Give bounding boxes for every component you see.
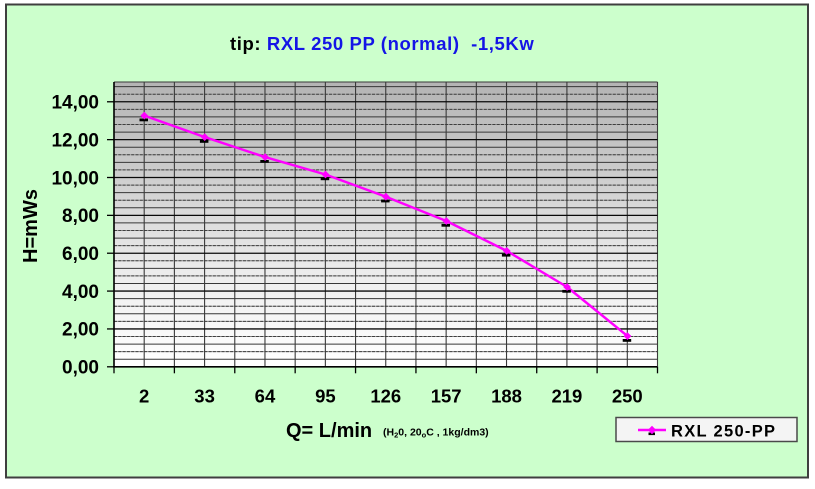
svg-text:250: 250	[612, 386, 643, 407]
svg-text:RXL 250-PP: RXL 250-PP	[671, 423, 776, 441]
svg-text:95: 95	[315, 386, 336, 407]
svg-text:219: 219	[551, 386, 582, 407]
svg-text:2: 2	[139, 386, 149, 407]
svg-text:188: 188	[491, 386, 522, 407]
svg-text:14,00: 14,00	[51, 93, 99, 114]
svg-text:(H20, 20oC , 1kg/dm3): (H20, 20oC , 1kg/dm3)	[383, 427, 489, 440]
svg-text:64: 64	[255, 386, 276, 407]
svg-text:10,00: 10,00	[51, 168, 99, 189]
svg-text:H=mWs: H=mWs	[20, 189, 42, 263]
svg-text:tip: RXL 250 PP (normal) -1,5: tip: RXL 250 PP (normal) -1,5Kw	[230, 33, 534, 54]
svg-text:157: 157	[431, 386, 462, 407]
svg-text:126: 126	[370, 386, 401, 407]
svg-text:6,00: 6,00	[62, 244, 99, 265]
svg-text:2,00: 2,00	[62, 320, 99, 341]
svg-text:33: 33	[194, 386, 215, 407]
svg-text:12,00: 12,00	[51, 130, 99, 151]
svg-text:Q= L/min: Q= L/min	[286, 420, 372, 442]
svg-text:8,00: 8,00	[62, 206, 99, 227]
svg-text:0,00: 0,00	[62, 358, 99, 379]
svg-text:4,00: 4,00	[62, 282, 99, 303]
